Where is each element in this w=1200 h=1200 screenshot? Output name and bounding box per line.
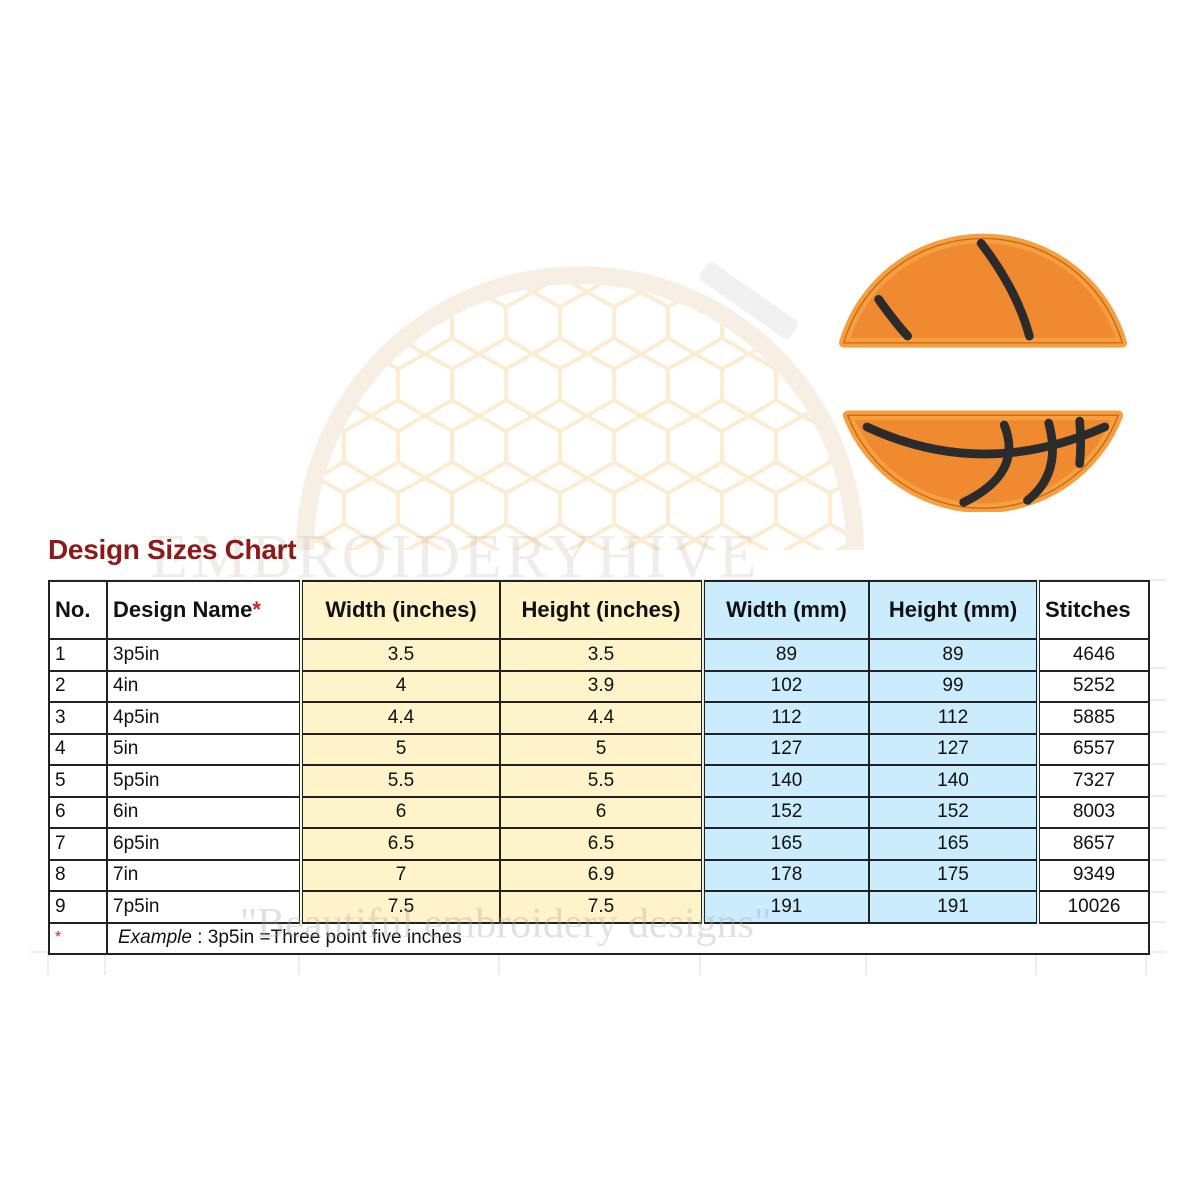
- cell-stitches: 10026: [1036, 890, 1150, 924]
- cell-width-mm: 89: [701, 638, 870, 672]
- cell-width-inches: 5: [299, 732, 501, 766]
- basketball-applique-icon: [838, 233, 1128, 512]
- chart-title: Design Sizes Chart: [48, 534, 297, 565]
- cell-design-name: 4in: [106, 669, 302, 703]
- cell-height-inches: 5.5: [499, 764, 704, 798]
- header-stitches: Stitches: [1036, 580, 1150, 640]
- cell-width-mm: 165: [701, 827, 870, 861]
- cell-width-inches: 6: [299, 795, 501, 829]
- cell-stitches: 4646: [1036, 638, 1150, 672]
- table-row: 5 5p5in 5.5 5.5 140 140 7327: [48, 764, 1150, 798]
- cell-width-mm: 127: [701, 732, 870, 766]
- cell-height-mm: 89: [868, 638, 1039, 672]
- cell-width-mm: 102: [701, 669, 870, 703]
- asterisk-marker: *: [252, 597, 261, 622]
- cell-width-inches: 4: [299, 669, 501, 703]
- cell-height-mm: 112: [868, 701, 1039, 735]
- cell-height-mm: 191: [868, 890, 1039, 924]
- cell-stitches: 8657: [1036, 827, 1150, 861]
- cell-width-inches: 6.5: [299, 827, 501, 861]
- cell-no: 4: [48, 732, 108, 766]
- header-no: No.: [48, 580, 108, 640]
- cell-width-inches: 3.5: [299, 638, 501, 672]
- cell-no: 7: [48, 827, 108, 861]
- cell-no: 5: [48, 764, 108, 798]
- cell-height-inches: 4.4: [499, 701, 704, 735]
- cell-design-name: 5p5in: [106, 764, 302, 798]
- table-row: 1 3p5in 3.5 3.5 89 89 4646: [48, 638, 1150, 672]
- cell-design-name: 7p5in: [106, 890, 302, 924]
- cell-design-name: 6in: [106, 795, 302, 829]
- cell-height-mm: 140: [868, 764, 1039, 798]
- cell-no: 9: [48, 890, 108, 924]
- note-label: Example: [118, 927, 192, 949]
- cell-height-mm: 99: [868, 669, 1039, 703]
- cell-stitches: 5252: [1036, 669, 1150, 703]
- cell-height-inches: 5: [499, 732, 704, 766]
- cell-height-mm: 175: [868, 858, 1039, 892]
- cell-design-name: 3p5in: [106, 638, 302, 672]
- header-width-mm: Width (mm): [701, 580, 870, 640]
- table-row: 7 6p5in 6.5 6.5 165 165 8657: [48, 827, 1150, 861]
- cell-design-name: 6p5in: [106, 827, 302, 861]
- table-row: 4 5in 5 5 127 127 6557: [48, 732, 1150, 766]
- table-row: 8 7in 7 6.9 178 175 9349: [48, 858, 1150, 892]
- table-header-row: No. Design Name* Width (inches) Height (…: [48, 580, 1150, 640]
- cell-width-inches: 7.5: [299, 890, 501, 924]
- cell-height-mm: 127: [868, 732, 1039, 766]
- header-width-inches: Width (inches): [299, 580, 501, 640]
- note-row: * Example : 3p5in =Three point five inch…: [48, 921, 1150, 955]
- table-row: 6 6in 6 6 152 152 8003: [48, 795, 1150, 829]
- table-row: 3 4p5in 4.4 4.4 112 112 5885: [48, 701, 1150, 735]
- cell-width-mm: 178: [701, 858, 870, 892]
- cell-width-mm: 140: [701, 764, 870, 798]
- cell-width-mm: 191: [701, 890, 870, 924]
- table-row: 2 4in 4 3.9 102 99 5252: [48, 669, 1150, 703]
- cell-design-name: 4p5in: [106, 701, 302, 735]
- cell-stitches: 6557: [1036, 732, 1150, 766]
- note-text: : 3p5in =Three point five inches: [191, 927, 462, 949]
- header-design-name-label: Design Name: [113, 597, 253, 622]
- cell-height-inches: 3.9: [499, 669, 704, 703]
- note-marker-cell: *: [48, 921, 108, 955]
- cell-height-mm: 152: [868, 795, 1039, 829]
- design-sizes-table: No. Design Name* Width (inches) Height (…: [48, 580, 1150, 955]
- cell-height-inches: 6.9: [499, 858, 704, 892]
- cell-width-mm: 152: [701, 795, 870, 829]
- cell-stitches: 5885: [1036, 701, 1150, 735]
- cell-stitches: 9349: [1036, 858, 1150, 892]
- header-design-name: Design Name*: [106, 580, 302, 640]
- cell-width-inches: 4.4: [299, 701, 501, 735]
- embroidery-hoop-watermark-icon: [296, 262, 864, 550]
- note-asterisk: *: [55, 929, 62, 947]
- cell-no: 3: [48, 701, 108, 735]
- cell-no: 8: [48, 858, 108, 892]
- cell-height-inches: 7.5: [499, 890, 704, 924]
- header-height-inches: Height (inches): [499, 580, 704, 640]
- table-row: 9 7p5in 7.5 7.5 191 191 10026: [48, 890, 1150, 924]
- cell-height-mm: 165: [868, 827, 1039, 861]
- cell-height-inches: 3.5: [499, 638, 704, 672]
- note-cell: Example : 3p5in =Three point five inches: [106, 921, 1150, 955]
- cell-height-inches: 6.5: [499, 827, 704, 861]
- header-height-mm: Height (mm): [868, 580, 1039, 640]
- cell-width-inches: 7: [299, 858, 501, 892]
- cell-design-name: 7in: [106, 858, 302, 892]
- cell-no: 2: [48, 669, 108, 703]
- cell-width-inches: 5.5: [299, 764, 501, 798]
- cell-no: 6: [48, 795, 108, 829]
- cell-design-name: 5in: [106, 732, 302, 766]
- cell-stitches: 7327: [1036, 764, 1150, 798]
- cell-width-mm: 112: [701, 701, 870, 735]
- cell-height-inches: 6: [499, 795, 704, 829]
- cell-no: 1: [48, 638, 108, 672]
- cell-stitches: 8003: [1036, 795, 1150, 829]
